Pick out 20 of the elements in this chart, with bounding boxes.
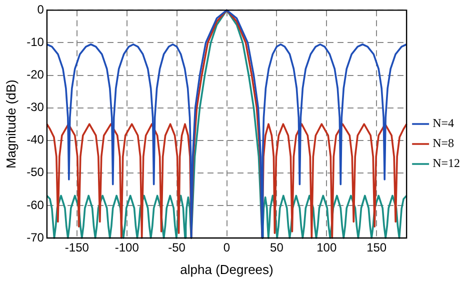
x-tick-label: 0 — [223, 240, 230, 255]
legend-label: N=12 — [432, 156, 460, 170]
y-tick-label: -60 — [26, 198, 44, 212]
x-tick-label: -100 — [114, 240, 140, 255]
x-tick-label: 150 — [366, 240, 387, 255]
y-tick-label: -50 — [26, 165, 44, 180]
legend-label: N=8 — [432, 136, 454, 150]
y-tick-label: 0 — [37, 2, 44, 17]
x-tick-label: -150 — [64, 240, 90, 255]
y-tick-label: -40 — [26, 132, 44, 147]
y-tick-label: -70 — [26, 230, 44, 244]
legend-label: N=4 — [432, 116, 454, 130]
x-tick-label: 100 — [316, 240, 337, 255]
x-axis-title: alpha (Degrees) — [180, 262, 274, 277]
y-tick-label: -30 — [26, 100, 44, 114]
y-tick-label: -10 — [26, 35, 44, 50]
y-axis-title: Magnitude (dB) — [3, 80, 18, 169]
x-tick-label: -50 — [168, 240, 186, 255]
x-tick-label: 50 — [270, 240, 284, 255]
y-tick-label: -20 — [26, 68, 44, 82]
